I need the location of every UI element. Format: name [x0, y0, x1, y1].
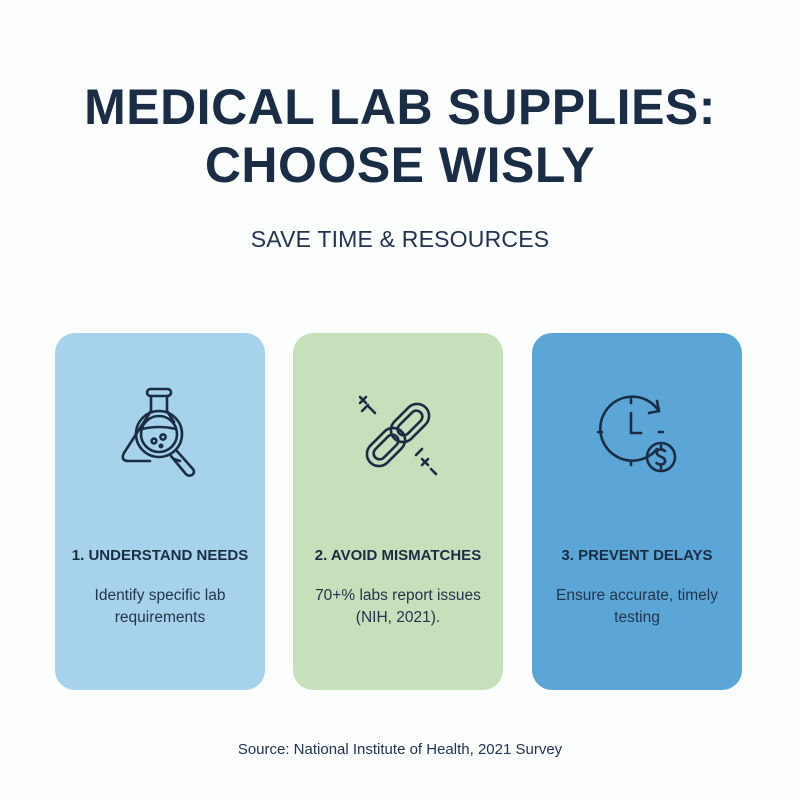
card-heading: 2. AVOID MISMATCHES	[314, 547, 482, 564]
card-body: 70+% labs report issues (NIH, 2021).	[315, 587, 481, 626]
broken-chain-link-icon	[348, 385, 448, 485]
card-heading: 1. UNDERSTAND NEEDS	[71, 547, 249, 564]
card-avoid-mismatches: 2. AVOID MISMATCHES 70+% labs report iss…	[293, 333, 503, 690]
subtitle: SAVE TIME & RESOURCES	[250, 226, 550, 252]
source-citation: Source: National Institute of Health, 20…	[237, 741, 563, 758]
card-prevent-delays: 3. PREVENT DELAYS Ensure accurate, timel…	[532, 333, 742, 690]
title-line-2: CHOOSE WISLY	[204, 137, 596, 193]
card-body: Ensure accurate, timely testing	[556, 587, 718, 626]
card-body: Identify specific lab requirements	[94, 587, 226, 626]
flask-magnifier-icon	[110, 385, 210, 485]
page-title: MEDICAL LAB SUPPLIES: CHOOSE WISLY	[0, 78, 800, 194]
card-understand-needs: 1. UNDERSTAND NEEDS Identify specific la…	[55, 333, 265, 690]
clock-dollar-icon	[587, 385, 687, 485]
card-heading: 3. PREVENT DELAYS	[561, 547, 713, 564]
title-line-1: MEDICAL LAB SUPPLIES:	[84, 79, 716, 135]
